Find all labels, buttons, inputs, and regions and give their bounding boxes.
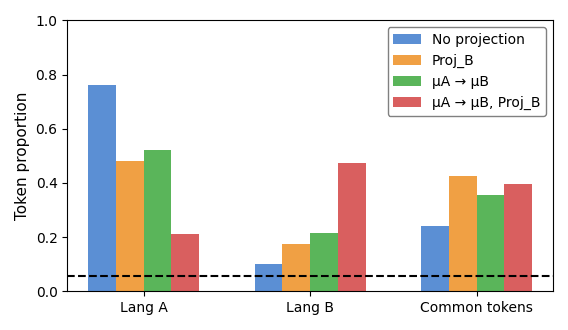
Bar (421, 226, 449, 291)
Bar (254, 264, 282, 291)
Bar (504, 184, 532, 291)
Bar (144, 150, 172, 291)
Legend: No projection, Proj_B, μA → μB, μA → μB, Proj_B: No projection, Proj_B, μA → μB, μA → μB,… (387, 27, 546, 116)
Bar (310, 233, 338, 291)
Bar (282, 244, 310, 291)
Bar (477, 195, 504, 291)
Bar (88, 85, 116, 291)
Bar (172, 234, 199, 291)
Bar (338, 163, 366, 291)
Y-axis label: Token proportion: Token proportion (15, 92, 30, 220)
Bar (116, 161, 144, 291)
Bar (449, 176, 477, 291)
